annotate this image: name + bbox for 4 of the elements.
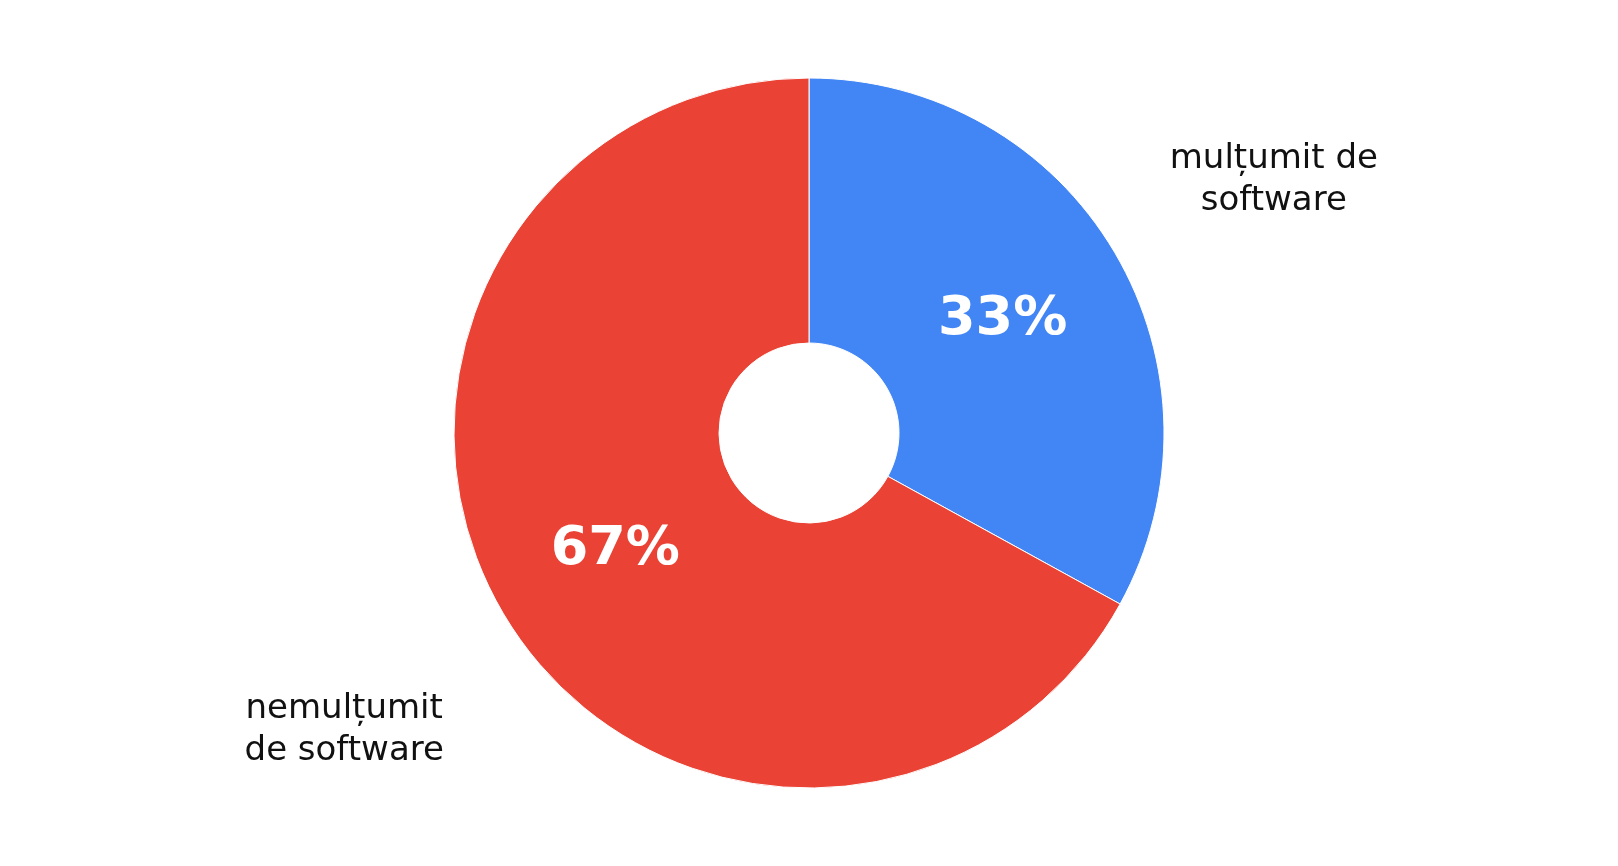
data-label: 33% xyxy=(938,284,1068,348)
slice-label: nemulțumit de software xyxy=(244,685,444,768)
slice-label: mulțumit de software xyxy=(1169,136,1378,219)
data-label: 67% xyxy=(550,513,680,577)
